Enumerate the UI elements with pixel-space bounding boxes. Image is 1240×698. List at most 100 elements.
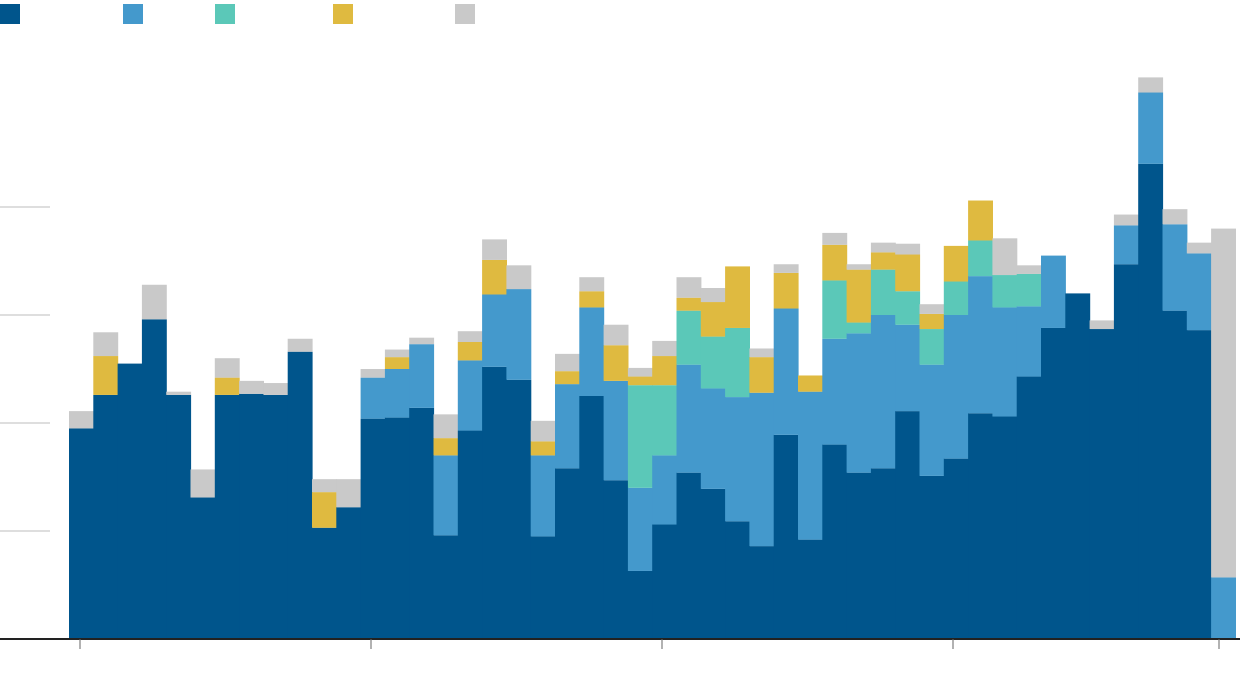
bar-segment xyxy=(117,363,143,639)
bar-segment xyxy=(652,356,678,386)
bar-segment xyxy=(968,240,993,277)
bar-segment xyxy=(190,497,216,639)
bar-segment xyxy=(968,413,993,639)
legend xyxy=(0,4,475,24)
bar-segment xyxy=(1186,242,1212,254)
bar-segment xyxy=(1113,264,1139,639)
bar-segment xyxy=(846,472,872,639)
bar-segment xyxy=(433,414,459,439)
bar-segment xyxy=(700,302,726,337)
bar-segment xyxy=(627,376,653,386)
bar-segment xyxy=(870,252,896,270)
bar-segment xyxy=(846,333,872,473)
bar-segment xyxy=(919,329,945,365)
bar-segment xyxy=(409,344,435,408)
bar-segment xyxy=(870,315,896,469)
bar-segment xyxy=(69,411,94,429)
bar-segment xyxy=(530,420,556,442)
bar-segment xyxy=(530,455,556,537)
bar-segment xyxy=(627,385,653,488)
bar-segment xyxy=(676,310,702,365)
bar-segment xyxy=(457,430,483,639)
bar-segment xyxy=(749,546,775,639)
bar-segment xyxy=(1211,228,1236,578)
bar-segment xyxy=(69,428,94,639)
bar-segment xyxy=(870,269,896,315)
bar-segment xyxy=(263,383,289,395)
bar-segment xyxy=(1016,306,1042,377)
bar-segment xyxy=(676,364,702,473)
bar-segment xyxy=(846,264,872,270)
bar-segment xyxy=(773,308,799,435)
bar-segment xyxy=(312,479,337,493)
bar-segment xyxy=(1138,92,1164,164)
bar-segment xyxy=(822,244,848,281)
bar-segment xyxy=(749,348,775,358)
bar-segment xyxy=(943,315,969,459)
legend-swatch-4 xyxy=(333,4,353,24)
bar-segment xyxy=(530,536,556,639)
bar-segment xyxy=(943,245,969,282)
bar-segment xyxy=(822,444,848,639)
bar-segment xyxy=(992,416,1018,639)
bar-segment xyxy=(603,380,629,481)
bar-segment xyxy=(1041,255,1066,328)
bar-segment xyxy=(506,379,532,639)
bar-segment xyxy=(555,353,580,372)
bar-segment xyxy=(870,242,896,253)
bar-segment xyxy=(798,375,823,392)
bar-segment xyxy=(603,480,629,639)
bar-segment xyxy=(263,394,289,639)
bar-segment xyxy=(749,357,775,393)
legend-swatch-1 xyxy=(0,4,20,24)
bar-segment xyxy=(482,294,507,367)
bar-segment xyxy=(93,394,119,639)
bar-segment xyxy=(700,388,726,489)
bar-segment xyxy=(968,276,993,414)
bar-segment xyxy=(239,380,264,394)
bar-segment xyxy=(555,371,580,385)
bar-segment xyxy=(822,280,848,339)
bar-segment xyxy=(555,384,580,469)
bar-segment xyxy=(992,275,1018,308)
bar-segment xyxy=(384,417,410,639)
bar-segment xyxy=(1113,225,1139,265)
bar-segment xyxy=(652,385,678,456)
bar-segment xyxy=(360,377,386,419)
bar-segment xyxy=(798,539,823,639)
bar-segment xyxy=(1016,273,1042,307)
bar-segment xyxy=(943,458,969,639)
bar-segment xyxy=(773,264,799,273)
bar-segment xyxy=(676,297,702,311)
bar-segment xyxy=(239,393,264,639)
bar-segment xyxy=(895,324,921,412)
bar-segment xyxy=(457,331,483,342)
bar-segment xyxy=(1113,214,1139,226)
gridlines xyxy=(0,206,50,532)
bar-segment xyxy=(627,367,653,377)
bar-segment xyxy=(870,468,896,639)
bar-segment xyxy=(749,392,775,547)
bar-segment xyxy=(312,527,337,639)
bar-segment xyxy=(895,291,921,325)
bar-segment xyxy=(846,269,872,323)
bar-segment xyxy=(919,304,945,314)
bar-segment xyxy=(457,342,483,361)
bar-segment xyxy=(360,369,386,378)
bar-segment xyxy=(1065,293,1091,639)
bar-segment xyxy=(579,291,605,308)
bar-segment xyxy=(579,277,605,292)
bar-segment xyxy=(214,377,240,395)
bar-segment xyxy=(919,475,945,639)
bar-segment xyxy=(506,289,532,380)
bar-segment xyxy=(895,243,921,255)
bar-segment xyxy=(627,570,653,639)
bar-segment xyxy=(652,455,678,525)
bar-segment xyxy=(1162,310,1188,639)
bar-segment xyxy=(822,232,848,245)
bar-segment xyxy=(968,200,993,241)
bar-segment xyxy=(433,455,459,536)
bar-segment xyxy=(287,351,313,639)
bar-segment xyxy=(482,366,507,639)
bar-segment xyxy=(676,277,702,298)
